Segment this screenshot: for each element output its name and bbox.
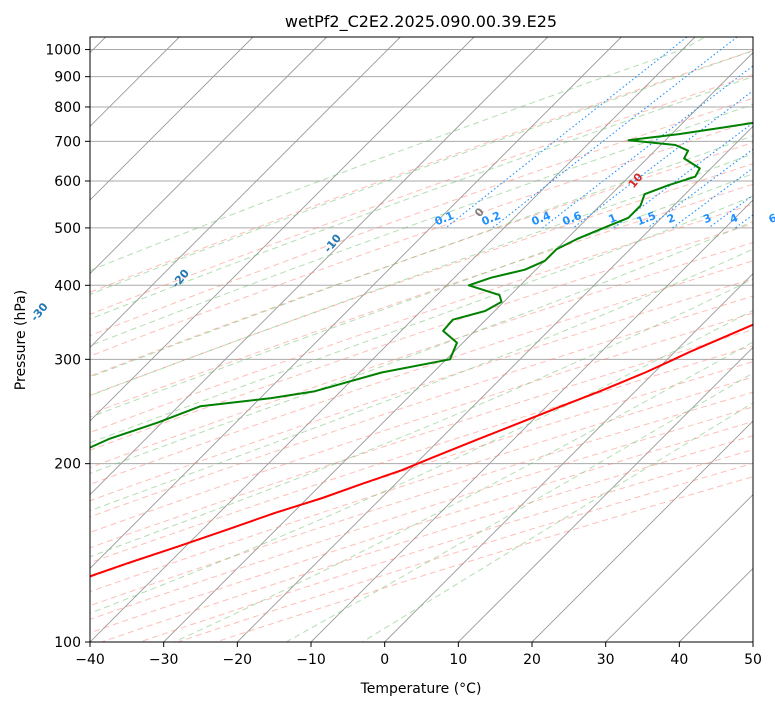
dry-adiabat-line	[90, 391, 753, 607]
x-tick-label: 20	[523, 652, 541, 668]
y-tick-label: 300	[54, 352, 81, 368]
isotherm-line	[90, 37, 622, 569]
isotherm-line	[90, 37, 475, 422]
mixing-ratio-line	[445, 37, 688, 229]
y-tick-label: 900	[54, 70, 81, 86]
moist-adiabat-line	[90, 248, 753, 512]
isotherm-line	[531, 420, 753, 642]
y-axis-label: Pressure (hPa)	[13, 290, 29, 390]
y-tick-label: 200	[54, 457, 81, 473]
dry-adiabat-line	[90, 241, 753, 469]
moist-adiabat-line	[90, 37, 707, 272]
isotherm-line	[384, 273, 753, 642]
moist-adiabat-line	[90, 50, 753, 296]
x-tick-label: 40	[670, 652, 688, 668]
x-tick-label: 0	[380, 652, 389, 668]
moist-adiabat-line	[90, 103, 753, 347]
x-axis-label: Temperature (°C)	[360, 681, 482, 697]
dry-adiabat-line	[90, 50, 753, 293]
mixing-ratio-line	[542, 65, 753, 229]
isotherm-line	[90, 37, 254, 201]
moist-adiabat-line	[90, 135, 753, 378]
y-tick-label: 100	[54, 635, 81, 651]
moist-adiabat-line	[90, 195, 753, 444]
x-tick-label: −30	[149, 652, 179, 668]
moist-adiabat-line	[90, 76, 753, 320]
x-tick-label: −10	[296, 652, 326, 668]
mixing-ratio-label: 6	[767, 211, 775, 226]
y-tick-label: 400	[54, 278, 81, 294]
isotherm-line	[310, 199, 753, 642]
y-tick-label: 600	[54, 174, 81, 190]
moist-adiabat-line	[90, 278, 753, 558]
y-tick-label: 800	[54, 100, 81, 116]
x-tick-label: 10	[449, 652, 467, 668]
dry-adiabat-line	[90, 74, 753, 315]
plot-frame	[89, 36, 754, 643]
y-tick-label: 1000	[45, 43, 81, 59]
dry-adiabat-line	[90, 203, 753, 433]
mixing-ratio-line	[492, 37, 738, 229]
dry-adiabat-line	[90, 183, 753, 415]
x-tick-label: 30	[597, 652, 615, 668]
temperature-line	[90, 323, 753, 578]
axes-layer: −40 −30 −20 −10 0 10 20 30 40 50 1000 900 800 700 600 5…	[45, 43, 762, 668]
isotherm-line	[605, 494, 753, 642]
isotherm-line	[90, 37, 327, 275]
chart-title: wetPf2_C2E2.2025.090.00.39.E25	[285, 12, 557, 32]
mixing-ratio-label: 3	[701, 211, 713, 226]
dry-adiabat-line	[90, 295, 753, 518]
x-tick-label: 50	[744, 652, 762, 668]
dry-adiabat-line	[90, 361, 753, 578]
x-tick-label: −40	[75, 652, 105, 668]
dry-adiabat-line	[90, 97, 753, 337]
isotherm-line	[458, 346, 753, 642]
dry-adiabat-line	[90, 278, 753, 502]
dry-adiabat-line	[90, 329, 753, 549]
isotherm-line	[237, 125, 753, 642]
y-tick-label: 500	[54, 221, 81, 237]
x-tick-label: −20	[223, 652, 253, 668]
mixing-ratio-label: 2	[665, 211, 677, 226]
moist-adiabat-line	[90, 173, 753, 418]
y-tick-label: 700	[54, 134, 81, 150]
isotherm-line	[163, 52, 753, 642]
isotherm-line	[90, 37, 401, 348]
isotherm-line	[90, 37, 548, 496]
mixing-ratio-label: 1	[607, 211, 619, 226]
